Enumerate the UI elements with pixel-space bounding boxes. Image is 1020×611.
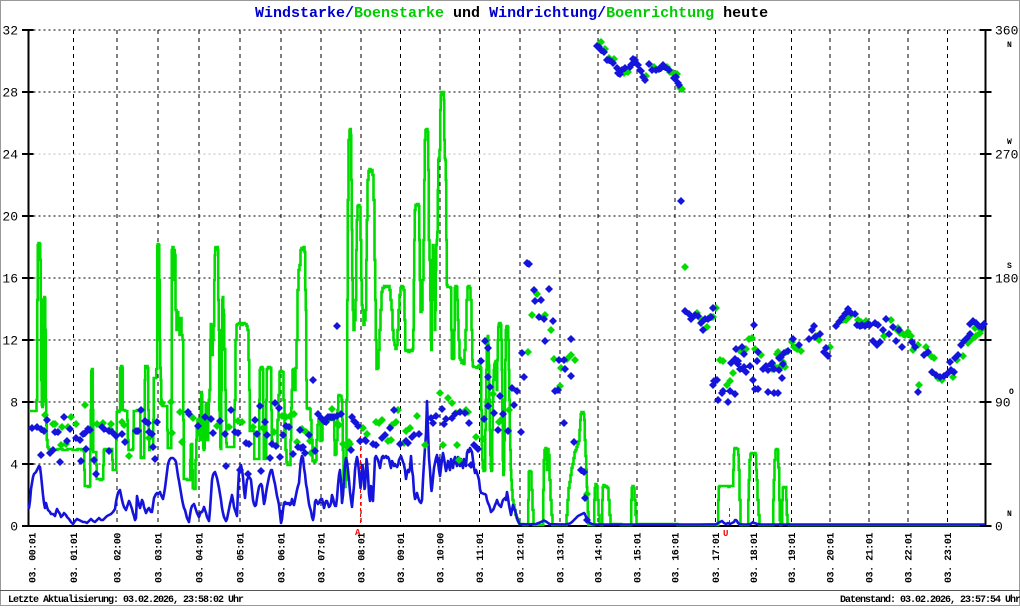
svg-text:270: 270 bbox=[995, 148, 1018, 163]
svg-text:Windstarke/Boenstarke und Wind: Windstarke/Boenstarke und Windrichtung/B… bbox=[255, 5, 768, 22]
svg-text:4: 4 bbox=[10, 458, 18, 473]
svg-text:W: W bbox=[1007, 138, 1012, 147]
svg-text:20: 20 bbox=[2, 210, 18, 225]
svg-text:03. 04:01: 03. 04:01 bbox=[196, 533, 207, 583]
svg-text:03. 16:01: 03. 16:01 bbox=[672, 533, 683, 583]
svg-text:90: 90 bbox=[995, 396, 1011, 411]
svg-text:0: 0 bbox=[995, 520, 1003, 535]
svg-text:03. 02:00: 03. 02:00 bbox=[114, 533, 125, 583]
svg-text:O: O bbox=[1009, 388, 1014, 397]
svg-text:0: 0 bbox=[10, 520, 18, 535]
svg-text:N: N bbox=[1007, 510, 1012, 519]
svg-text:03. 19:01: 03. 19:01 bbox=[788, 533, 799, 583]
svg-text:8: 8 bbox=[10, 396, 18, 411]
svg-text:180: 180 bbox=[995, 272, 1018, 287]
svg-text:03. 21:01: 03. 21:01 bbox=[866, 533, 877, 583]
svg-text:03. 01:01: 03. 01:01 bbox=[70, 533, 81, 583]
svg-text:Letzte Aktualisierung: 03.02.2: Letzte Aktualisierung: 03.02.2026, 23:58… bbox=[8, 594, 244, 606]
svg-text:03. 11:01: 03. 11:01 bbox=[476, 533, 487, 583]
svg-text:Datenstand: 03.02.2026, 23:57:: Datenstand: 03.02.2026, 23:57:54 Uhr bbox=[840, 594, 1020, 606]
svg-text:A: A bbox=[355, 528, 361, 538]
svg-text:03. 22:01: 03. 22:01 bbox=[905, 533, 916, 583]
svg-text:03. 18:01: 03. 18:01 bbox=[750, 533, 761, 583]
svg-text:28: 28 bbox=[2, 86, 18, 101]
svg-text:24: 24 bbox=[2, 148, 18, 163]
svg-text:03. 23:01: 03. 23:01 bbox=[944, 533, 955, 583]
svg-text:03. 14:01: 03. 14:01 bbox=[595, 533, 606, 583]
svg-text:03. 05:01: 03. 05:01 bbox=[237, 533, 248, 583]
svg-text:32: 32 bbox=[2, 24, 18, 39]
svg-text:03. 08:01: 03. 08:01 bbox=[358, 533, 369, 583]
svg-text:03. 09:01: 03. 09:01 bbox=[397, 533, 408, 583]
svg-text:03. 13:01: 03. 13:01 bbox=[557, 533, 568, 583]
svg-text:03. 15:01: 03. 15:01 bbox=[634, 533, 645, 583]
svg-text:03. 12:01: 03. 12:01 bbox=[517, 533, 528, 583]
svg-text:03. 20:01: 03. 20:01 bbox=[827, 533, 838, 583]
svg-text:S: S bbox=[1007, 262, 1012, 271]
svg-text:N: N bbox=[1007, 41, 1012, 50]
svg-text:U: U bbox=[723, 529, 728, 539]
svg-text:03. 17:01: 03. 17:01 bbox=[712, 533, 723, 583]
svg-text:16: 16 bbox=[2, 272, 18, 287]
svg-text:03. 10:00: 03. 10:00 bbox=[437, 533, 448, 583]
svg-text:03. 06:01: 03. 06:01 bbox=[278, 533, 289, 583]
svg-text:03. 03:01: 03. 03:01 bbox=[155, 533, 166, 583]
svg-text:03. 07:01: 03. 07:01 bbox=[318, 533, 329, 583]
svg-text:360: 360 bbox=[995, 24, 1018, 39]
svg-text:12: 12 bbox=[2, 334, 18, 349]
svg-text:03. 00:01: 03. 00:01 bbox=[29, 533, 40, 583]
